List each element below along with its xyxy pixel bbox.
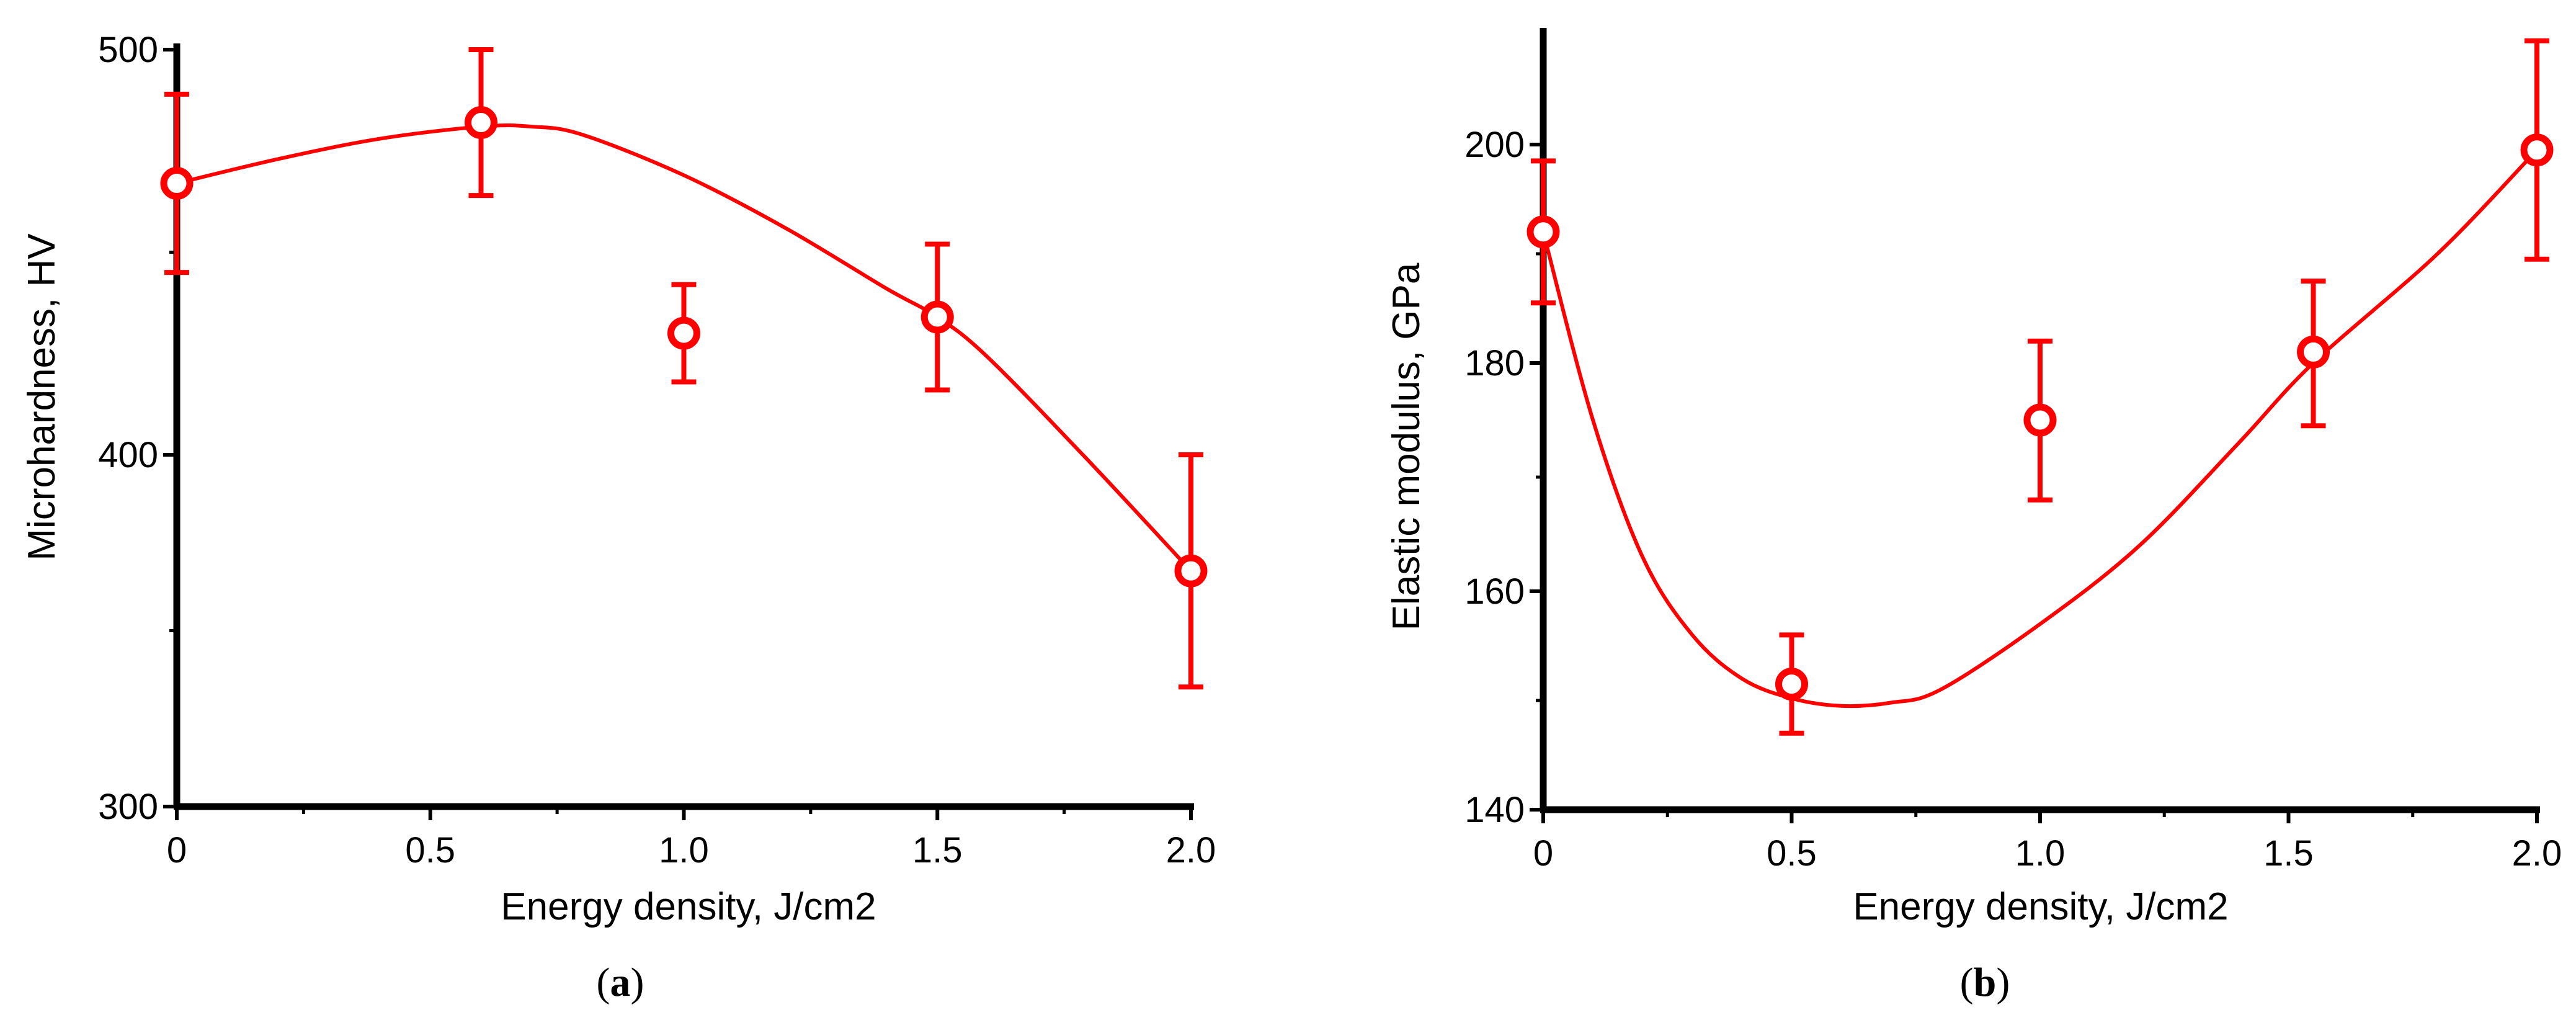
x-tick-label-b: 0 — [1533, 833, 1553, 874]
caption-b: (b) — [1960, 960, 2010, 1005]
x-axis-title-a: Energy density, J/cm2 — [501, 885, 876, 928]
series-a — [160, 47, 1208, 690]
data-point-a — [465, 106, 497, 140]
series-b — [1526, 38, 2554, 736]
x-tick-label-a: 1.5 — [912, 830, 963, 870]
x-tick-label-a: 2.0 — [1166, 830, 1216, 870]
data-point-b — [2023, 403, 2057, 437]
y-tick-label-a: 500 — [98, 30, 158, 70]
ticks-a: 0 0.5 1.0 1.5 2.0 300 400 500 — [98, 30, 1216, 870]
x-axis-title-b: Energy density, J/cm2 — [1853, 885, 2228, 928]
y-axis-title-a: Microhardness, HV — [20, 233, 63, 561]
x-tick-label-a: 1.0 — [659, 830, 709, 870]
y-tick-label-b: 180 — [1464, 343, 1525, 383]
data-point-b — [2297, 335, 2330, 369]
fit-curve-a — [176, 123, 1193, 573]
data-point-b — [1526, 215, 1560, 249]
chart-b: 0 0.5 1.0 1.5 2.0 140 160 180 200 Energy density… — [1385, 28, 2562, 1005]
data-point-a — [160, 166, 194, 200]
y-tick-label-b: 140 — [1464, 790, 1525, 830]
caption-a: (a) — [597, 960, 644, 1005]
data-point-a — [1174, 554, 1208, 588]
y-axis-title-b: Elastic modulus, GPa — [1385, 262, 1428, 630]
x-tick-label-b: 1.5 — [2263, 833, 2314, 874]
data-point-a — [667, 316, 700, 350]
y-tick-label-a: 400 — [98, 435, 158, 475]
y-tick-label-b: 160 — [1464, 571, 1525, 612]
x-tick-label-a: 0.5 — [405, 830, 455, 870]
x-tick-label-a: 0 — [167, 830, 187, 870]
y-tick-label-b: 200 — [1464, 125, 1525, 165]
chart-a: 0 0.5 1.0 1.5 2.0 300 400 500 Energy density, J… — [20, 30, 1216, 1005]
ticks-b: 0 0.5 1.0 1.5 2.0 140 160 180 200 — [1464, 125, 2562, 874]
data-point-b — [2520, 133, 2554, 167]
caption-letter-a: a — [610, 960, 631, 1005]
data-point-a — [920, 300, 954, 334]
x-tick-label-b: 1.0 — [2015, 833, 2066, 874]
caption-letter-b: b — [1974, 960, 1997, 1005]
y-tick-label-a: 300 — [98, 787, 158, 827]
data-point-b — [1775, 668, 1808, 701]
x-tick-label-b: 0.5 — [1767, 833, 1817, 874]
x-tick-label-b: 2.0 — [2512, 833, 2562, 874]
